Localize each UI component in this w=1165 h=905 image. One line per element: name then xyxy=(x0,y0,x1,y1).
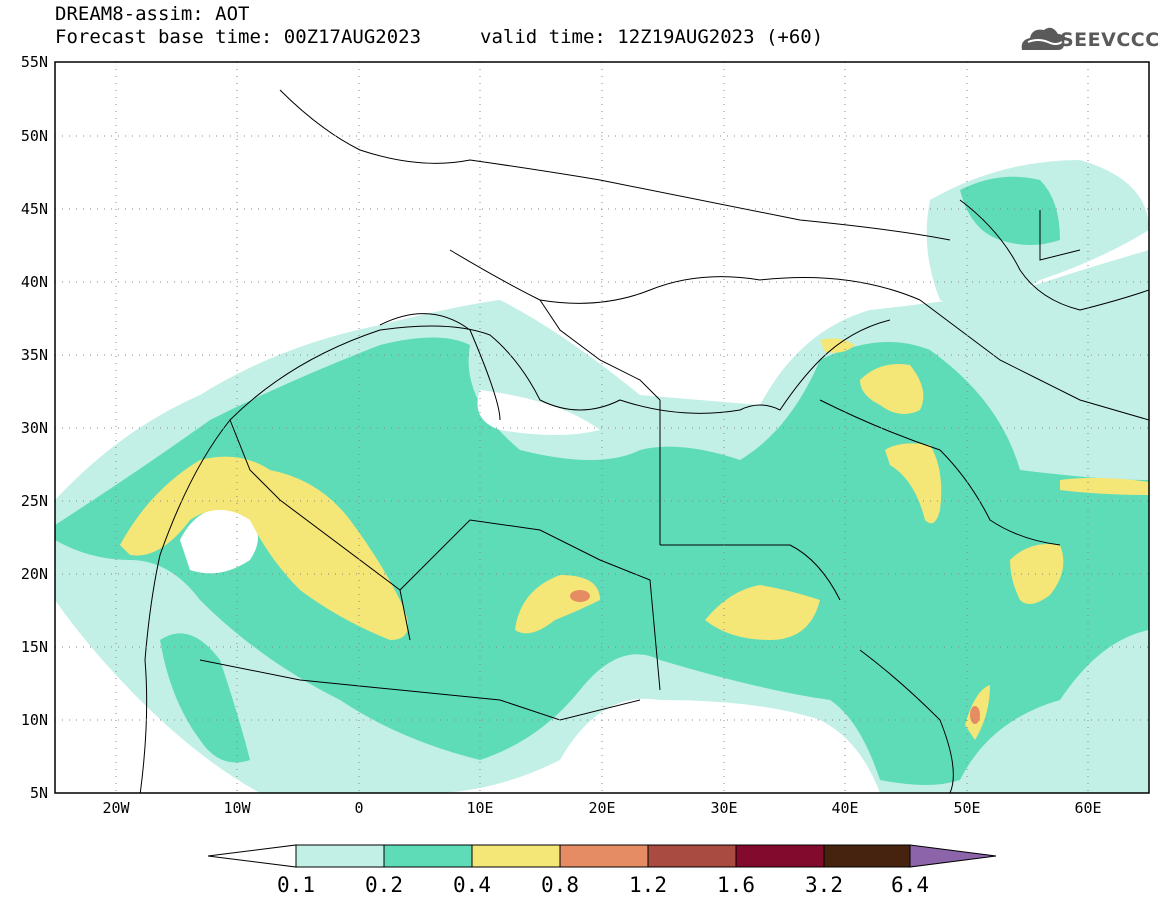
colorbar-segment xyxy=(471,844,561,868)
aot-level-0.4 xyxy=(1010,544,1064,604)
x-tick-label: 40E xyxy=(831,799,858,817)
colorbar-label: 0.1 xyxy=(277,873,315,897)
aot-level-0.4 xyxy=(885,443,942,524)
seevccc-logo xyxy=(1021,27,1065,50)
map-gridlines xyxy=(55,62,1149,793)
valid-time: valid time: 12Z19AUG2023 (+60) xyxy=(480,26,824,48)
x-tick-label: 20E xyxy=(588,799,615,817)
aot-level-0.4 xyxy=(705,585,820,640)
aot-level-0.2 xyxy=(960,176,1060,245)
aot-level-0.4 xyxy=(120,456,408,640)
aot-level-0.8 xyxy=(970,706,980,724)
y-tick-label: 45N xyxy=(21,200,48,218)
colorbar-segment xyxy=(735,844,825,868)
aot-level-0.4 xyxy=(515,575,600,634)
colorbar: 0.1 0.2 0.4 0.8 1.2 1.6 3.2 6.4 xyxy=(207,844,997,897)
aot-fields xyxy=(55,62,1149,793)
x-axis: 20W 10W 0 10E 20E 30E 40E 50E 60E xyxy=(102,799,1101,817)
colorbar-label: 3.2 xyxy=(805,873,843,897)
colorbar-segment xyxy=(647,844,737,868)
y-tick-label: 40N xyxy=(21,273,48,291)
y-tick-label: 10N xyxy=(21,711,48,729)
colorbar-segment xyxy=(823,844,911,868)
y-tick-label: 25N xyxy=(21,492,48,510)
cloud-icon xyxy=(1021,27,1065,50)
colorbar-label: 0.2 xyxy=(365,873,403,897)
map-frame xyxy=(54,61,1150,794)
colorbar-label: 1.6 xyxy=(717,873,755,897)
x-tick-label: 50E xyxy=(953,799,980,817)
x-tick-label: 30E xyxy=(710,799,737,817)
x-tick-label: 10W xyxy=(223,799,251,817)
colorbar-segment xyxy=(559,844,649,868)
y-tick-label: 55N xyxy=(21,53,48,71)
colorbar-label: 1.2 xyxy=(629,873,667,897)
aot-level-0.2 xyxy=(160,633,250,763)
country-borders xyxy=(139,89,1149,793)
colorbar-segment xyxy=(295,844,385,868)
logo-text: SEEVCCC xyxy=(1060,29,1160,51)
y-tick-label: 20N xyxy=(21,565,48,583)
colorbar-arrow-low xyxy=(207,844,297,868)
x-tick-label: 10E xyxy=(466,799,493,817)
colorbar-label: 6.4 xyxy=(891,873,929,897)
aot-clear-area xyxy=(477,390,600,435)
x-tick-label: 60E xyxy=(1074,799,1101,817)
colorbar-label: 0.8 xyxy=(541,873,579,897)
colorbar-arrow-high xyxy=(909,844,997,868)
forecast-base-time: Forecast base time: 00Z17AUG2023 xyxy=(55,26,422,48)
x-tick-label: 0 xyxy=(354,799,363,817)
aot-clear-area xyxy=(180,508,258,574)
y-tick-label: 50N xyxy=(21,127,48,145)
y-tick-label: 5N xyxy=(30,784,48,802)
x-tick-label: 20W xyxy=(102,799,130,817)
y-tick-label: 30N xyxy=(21,419,48,437)
colorbar-label: 0.4 xyxy=(453,873,491,897)
map-title: DREAM8-assim: AOT xyxy=(55,3,250,25)
aot-level-0.8 xyxy=(570,590,590,602)
colorbar-segment xyxy=(383,844,473,868)
y-axis: 55N 50N 45N 40N 35N 30N 25N 20N 15N 10N … xyxy=(21,53,48,802)
aot-level-0.4 xyxy=(820,338,855,353)
y-tick-label: 15N xyxy=(21,638,48,656)
y-tick-label: 35N xyxy=(21,346,48,364)
aot-level-0.4 xyxy=(860,364,924,414)
aot-level-0.4 xyxy=(1060,477,1149,495)
